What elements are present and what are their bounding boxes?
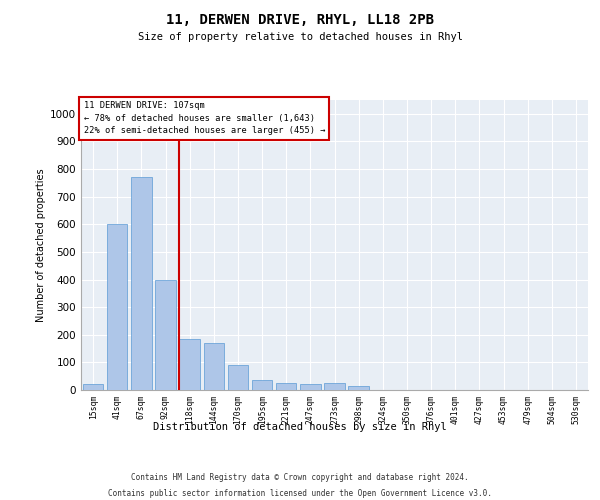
Bar — [300, 384, 320, 390]
Text: 11, DERWEN DRIVE, RHYL, LL18 2PB: 11, DERWEN DRIVE, RHYL, LL18 2PB — [166, 12, 434, 26]
Y-axis label: Number of detached properties: Number of detached properties — [36, 168, 46, 322]
Bar — [349, 386, 369, 390]
Bar — [276, 383, 296, 390]
Bar — [203, 343, 224, 390]
Bar — [131, 178, 152, 390]
Text: Contains HM Land Registry data © Crown copyright and database right 2024.: Contains HM Land Registry data © Crown c… — [131, 472, 469, 482]
Text: 11 DERWEN DRIVE: 107sqm
← 78% of detached houses are smaller (1,643)
22% of semi: 11 DERWEN DRIVE: 107sqm ← 78% of detache… — [83, 102, 325, 136]
Text: Contains public sector information licensed under the Open Government Licence v3: Contains public sector information licen… — [108, 489, 492, 498]
Bar — [107, 224, 127, 390]
Bar — [324, 383, 345, 390]
Text: Distribution of detached houses by size in Rhyl: Distribution of detached houses by size … — [153, 422, 447, 432]
Bar — [83, 384, 103, 390]
Bar — [179, 339, 200, 390]
Text: Size of property relative to detached houses in Rhyl: Size of property relative to detached ho… — [137, 32, 463, 42]
Bar — [155, 280, 176, 390]
Bar — [252, 380, 272, 390]
Bar — [227, 365, 248, 390]
